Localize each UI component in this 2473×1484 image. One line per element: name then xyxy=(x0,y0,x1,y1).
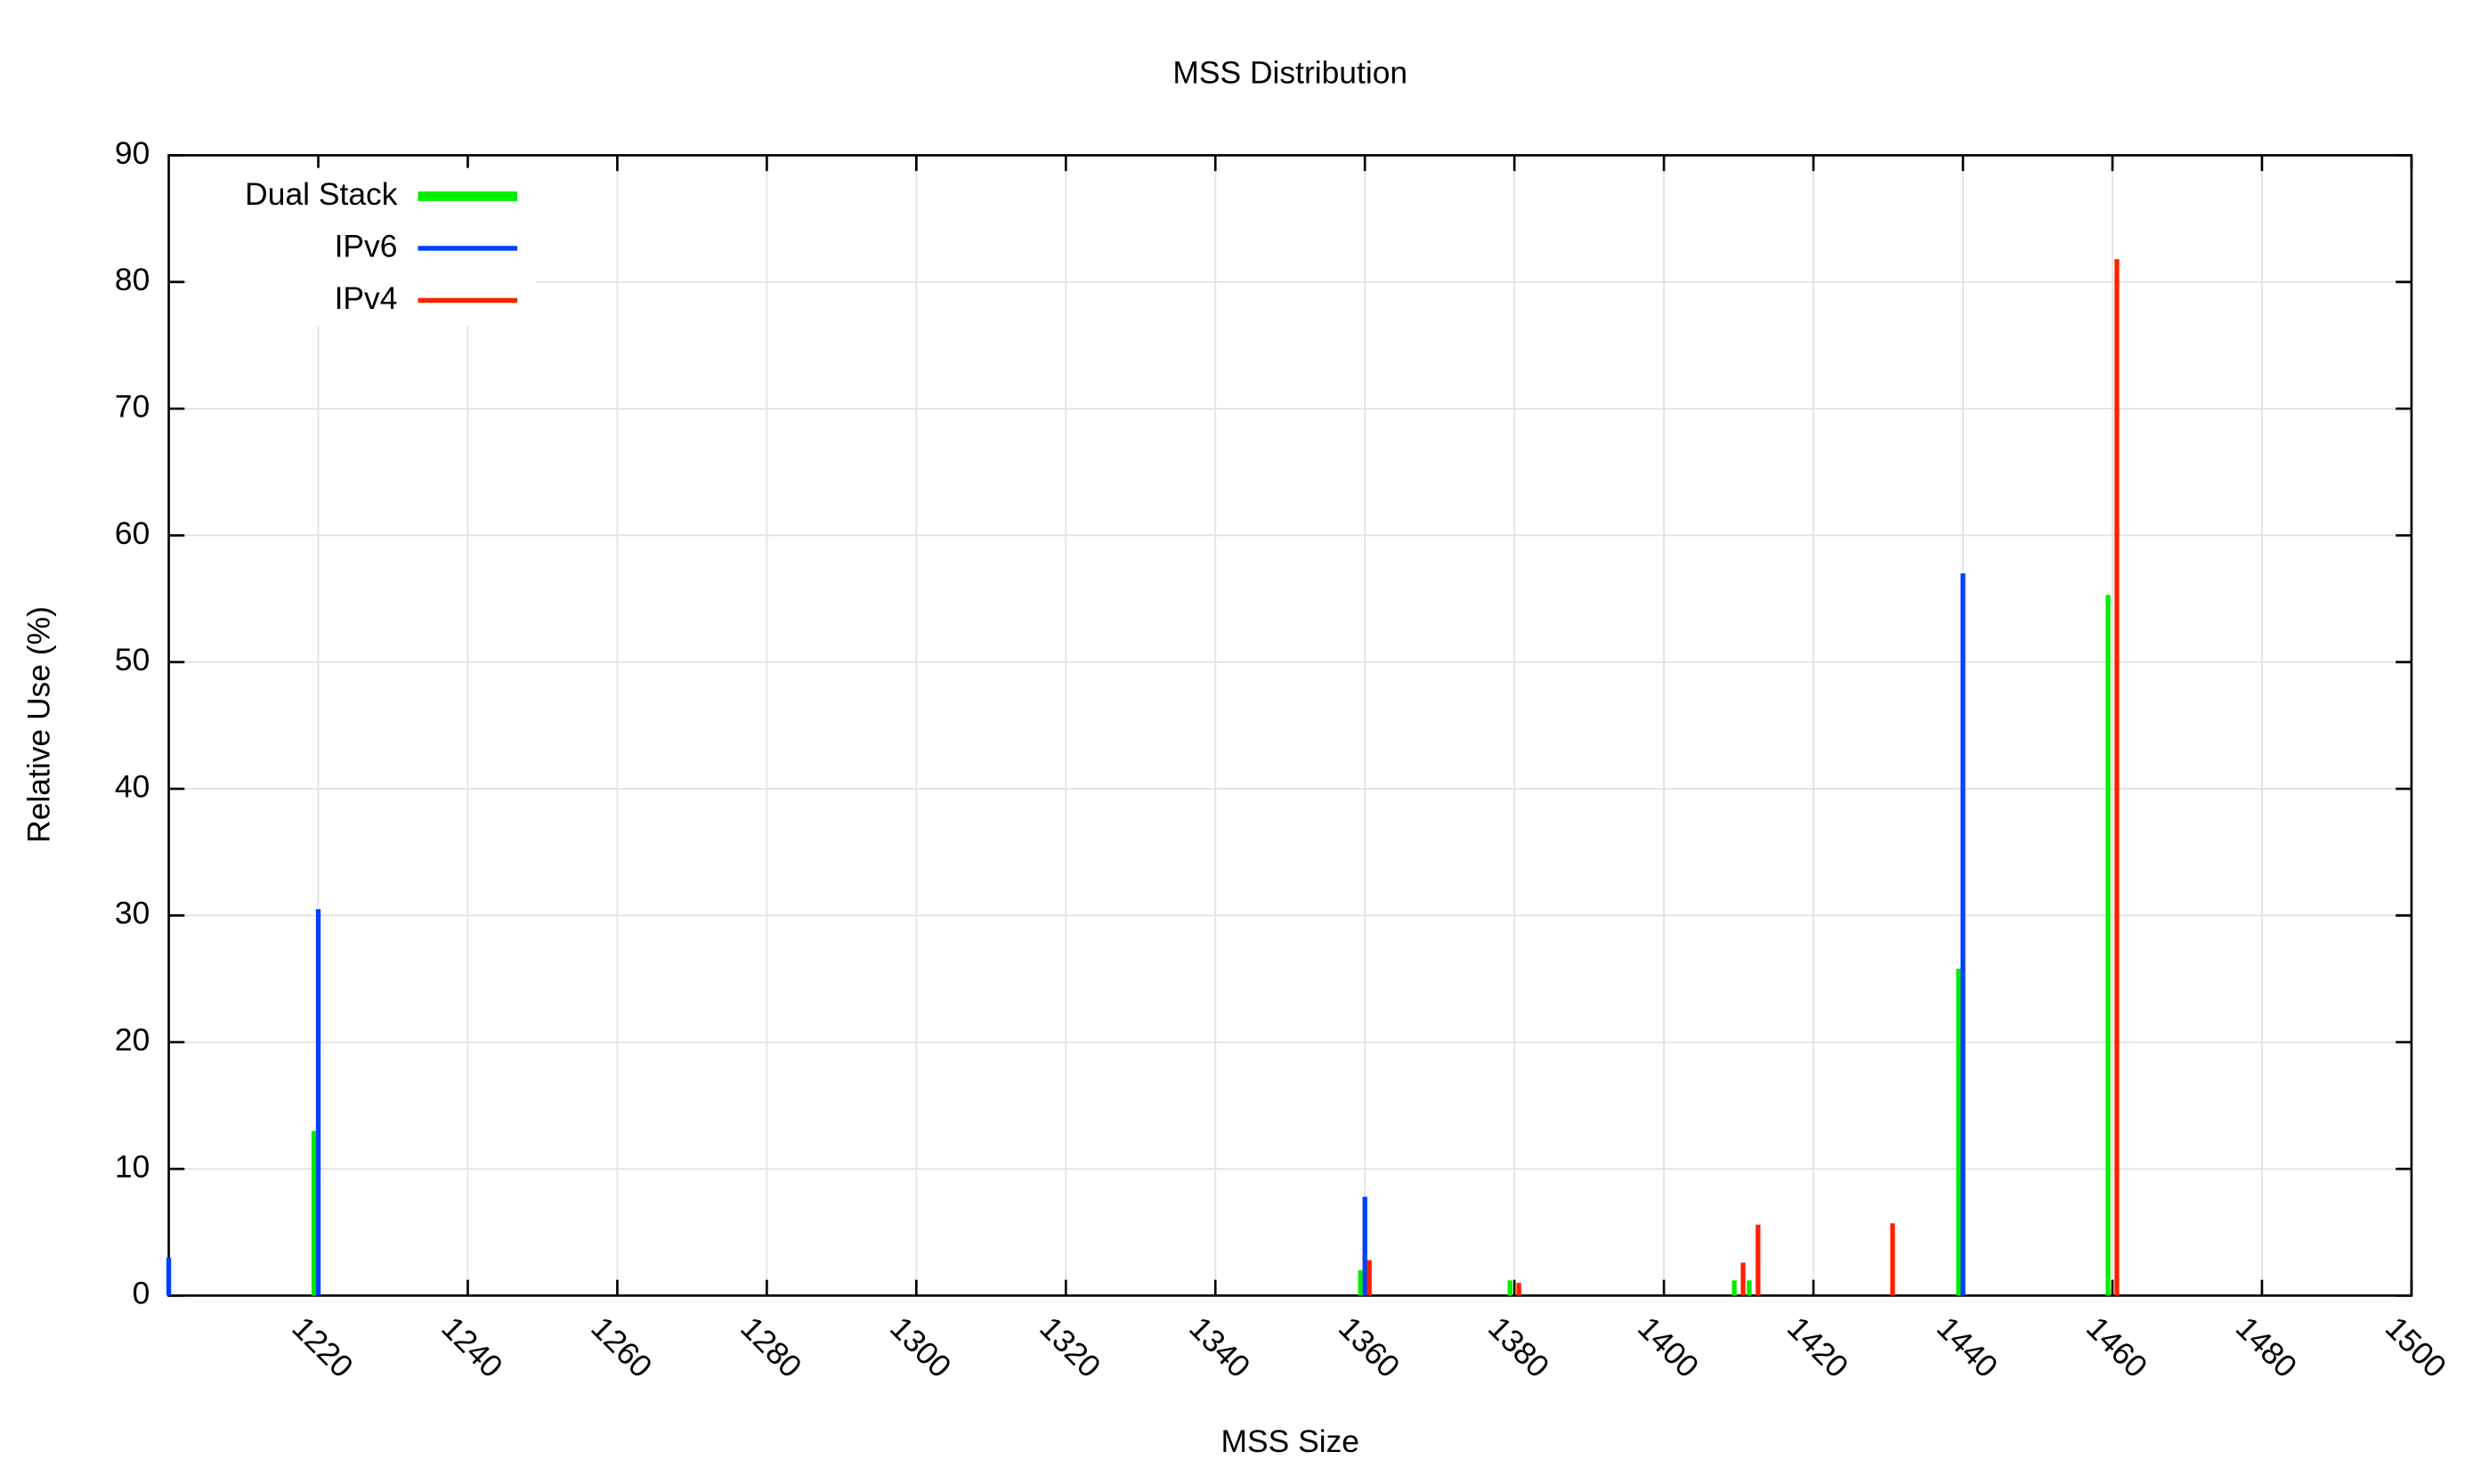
y-tick-label: 40 xyxy=(115,768,150,804)
bar xyxy=(315,909,321,1296)
bar xyxy=(166,1257,172,1296)
x-tick-label: 1480 xyxy=(2229,1310,2304,1384)
x-tick-label: 1440 xyxy=(1930,1310,2005,1384)
bar xyxy=(1960,573,1966,1296)
bar xyxy=(1366,1260,1372,1296)
x-tick-label: 1240 xyxy=(434,1310,509,1384)
x-tick-label: 1260 xyxy=(584,1310,659,1384)
x-tick-label: 1400 xyxy=(1631,1310,1706,1384)
y-axis-label: Relative Use (%) xyxy=(20,606,56,843)
plot-frame xyxy=(167,154,2413,1297)
bar xyxy=(1755,1224,1761,1296)
bar xyxy=(311,1131,317,1296)
x-tick-label: 1320 xyxy=(1033,1310,1107,1384)
bar xyxy=(1362,1196,1367,1296)
bar xyxy=(1890,1223,1895,1296)
bar xyxy=(1740,1262,1746,1296)
y-tick-label: 60 xyxy=(115,515,150,551)
y-tick-label: 50 xyxy=(115,642,150,677)
x-tick-label: 1340 xyxy=(1182,1310,1257,1384)
x-tick-label: 1280 xyxy=(734,1310,808,1384)
x-tick-label: 1380 xyxy=(1481,1310,1556,1384)
y-tick-label: 70 xyxy=(115,388,150,424)
chart-title: MSS Distribution xyxy=(1172,54,1407,90)
legend-label: IPv6 xyxy=(335,228,398,264)
y-tick-label: 30 xyxy=(115,896,150,931)
bar xyxy=(1956,969,1961,1296)
x-tick-label: 1500 xyxy=(2379,1310,2453,1384)
legend-label: Dual Stack xyxy=(245,176,398,212)
y-tick-label: 20 xyxy=(115,1022,150,1058)
x-tick-label: 1420 xyxy=(1780,1310,1855,1384)
bar xyxy=(1516,1283,1521,1296)
x-tick-label: 1360 xyxy=(1332,1310,1407,1384)
y-tick-label: 80 xyxy=(115,262,150,297)
bar xyxy=(1507,1280,1512,1296)
x-axis-label: MSS Size xyxy=(1220,1423,1359,1459)
x-tick-label: 1460 xyxy=(2080,1310,2154,1384)
bar xyxy=(2105,595,2111,1296)
bar xyxy=(1747,1280,1752,1296)
bar xyxy=(2114,259,2120,1296)
legend-label: IPv4 xyxy=(335,280,398,316)
bar xyxy=(1731,1280,1737,1296)
y-tick-label: 0 xyxy=(133,1276,150,1311)
x-tick-label: 1220 xyxy=(285,1310,360,1384)
y-tick-label: 90 xyxy=(115,135,150,171)
bar xyxy=(1358,1269,1363,1296)
x-tick-label: 1300 xyxy=(883,1310,958,1384)
y-tick-label: 10 xyxy=(115,1148,150,1184)
